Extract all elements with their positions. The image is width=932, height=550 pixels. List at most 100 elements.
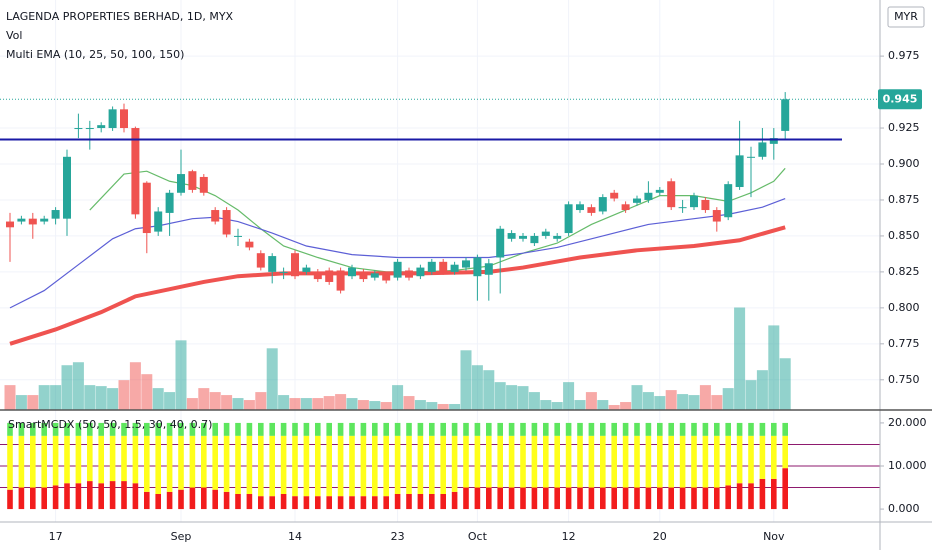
indicator-bar bbox=[360, 422, 367, 436]
indicator-bar bbox=[771, 422, 777, 436]
indicator-bar bbox=[691, 422, 697, 436]
volume-bar bbox=[528, 392, 540, 410]
currency-box[interactable] bbox=[887, 6, 925, 28]
candle-body bbox=[735, 155, 744, 188]
candle-body bbox=[199, 176, 208, 193]
indicator-bar bbox=[41, 422, 47, 436]
indicator-bar bbox=[258, 496, 264, 510]
indicator-bar bbox=[497, 435, 503, 488]
indicator-bar bbox=[372, 422, 378, 436]
indicator-bar bbox=[588, 435, 595, 488]
indicator-bar bbox=[212, 422, 218, 436]
indicator-bar bbox=[383, 422, 389, 436]
candle-body bbox=[690, 195, 698, 208]
indicator-bar bbox=[7, 489, 13, 510]
indicator-bar bbox=[30, 487, 36, 510]
volume-bar bbox=[460, 350, 472, 410]
currency[interactable]: MYR bbox=[894, 10, 918, 23]
candle-body bbox=[348, 267, 356, 277]
y-tick-label: 20.000 bbox=[888, 416, 927, 429]
candle-body bbox=[587, 207, 596, 213]
indicator-bar bbox=[600, 487, 606, 510]
x-tick-label: 12 bbox=[562, 530, 576, 543]
volume-bar bbox=[779, 358, 791, 410]
indicator-bar bbox=[679, 487, 686, 510]
indicator-bar bbox=[75, 483, 82, 510]
y-tick-label: 0.825 bbox=[888, 265, 920, 278]
indicator-bar bbox=[611, 435, 617, 488]
indicator-bar bbox=[429, 422, 435, 436]
volume-bar bbox=[608, 405, 620, 410]
indicator-bar bbox=[280, 435, 287, 494]
indicator-bar bbox=[588, 422, 595, 436]
indicator-bar bbox=[315, 422, 321, 436]
candle-body bbox=[519, 235, 527, 239]
candle-body bbox=[621, 204, 630, 211]
indicator-bar bbox=[748, 435, 754, 484]
indicator-bar bbox=[18, 487, 25, 510]
candle-body bbox=[530, 235, 539, 244]
volume-bar bbox=[642, 392, 654, 410]
indicator-bar bbox=[223, 435, 230, 492]
indicator-bar bbox=[531, 435, 538, 488]
indicator-bar bbox=[75, 422, 82, 436]
volume-bar bbox=[38, 385, 50, 410]
indicator-bar bbox=[109, 435, 116, 482]
indicator-bar bbox=[577, 435, 583, 488]
indicator-bar bbox=[30, 422, 36, 436]
indicator-bar bbox=[497, 422, 503, 436]
indicator-bar bbox=[30, 435, 36, 488]
candle-body bbox=[416, 267, 425, 277]
indicator-bar bbox=[166, 422, 173, 436]
indicator-bar bbox=[611, 422, 617, 436]
indicator-bar bbox=[337, 435, 344, 497]
indicator-bar bbox=[292, 422, 298, 436]
candle-body bbox=[325, 270, 334, 282]
indicator-bar bbox=[759, 422, 766, 436]
indicator-bar bbox=[520, 422, 526, 436]
last-price-label: 0.945 bbox=[883, 92, 918, 105]
indicator-bar bbox=[668, 435, 674, 488]
volume-bar bbox=[323, 396, 335, 410]
y-tick-label: 0.000 bbox=[888, 502, 920, 515]
indicator-bar bbox=[7, 435, 13, 490]
y-tick-label: 0.925 bbox=[888, 121, 920, 134]
volume-bar bbox=[61, 365, 73, 410]
volume-bar bbox=[517, 386, 529, 410]
volume-bar bbox=[266, 348, 278, 410]
candle-body bbox=[336, 270, 345, 291]
candle-body bbox=[450, 264, 459, 272]
indicator-bar bbox=[417, 494, 424, 510]
indicator-bar bbox=[132, 422, 139, 436]
x-tick-label: Nov bbox=[763, 530, 785, 543]
indicator-bar bbox=[235, 494, 241, 510]
candle-body bbox=[610, 192, 619, 199]
indicator-bar bbox=[645, 487, 652, 510]
candle-body bbox=[427, 261, 436, 272]
indicator-bar bbox=[349, 422, 355, 436]
indicator-bar bbox=[725, 435, 731, 486]
indicator-bar bbox=[372, 435, 378, 497]
indicator-bar bbox=[201, 422, 207, 436]
indicator-bar bbox=[440, 422, 446, 436]
indicator-bar bbox=[269, 496, 275, 510]
candle-body bbox=[40, 218, 49, 222]
indicator-bar bbox=[52, 435, 59, 486]
candle-body bbox=[313, 271, 322, 280]
volume-bar bbox=[369, 401, 381, 410]
indicator-bar bbox=[474, 487, 481, 510]
indicator-bar bbox=[748, 483, 754, 510]
volume-bar bbox=[289, 398, 301, 410]
indicator-bar bbox=[201, 435, 207, 488]
indicator-bar bbox=[622, 422, 629, 436]
indicator-bar bbox=[18, 435, 25, 488]
candle-body bbox=[678, 207, 687, 209]
last-price-box bbox=[878, 89, 922, 110]
indicator-bar bbox=[201, 487, 207, 510]
candle-body bbox=[439, 261, 448, 272]
chart-title: LAGENDA PROPERTIES BERHAD, 1D, MYX bbox=[6, 10, 234, 23]
indicator-bar bbox=[782, 468, 788, 510]
candle-body bbox=[667, 181, 676, 208]
indicator-bar bbox=[736, 435, 743, 484]
indicator-bar bbox=[246, 435, 253, 494]
